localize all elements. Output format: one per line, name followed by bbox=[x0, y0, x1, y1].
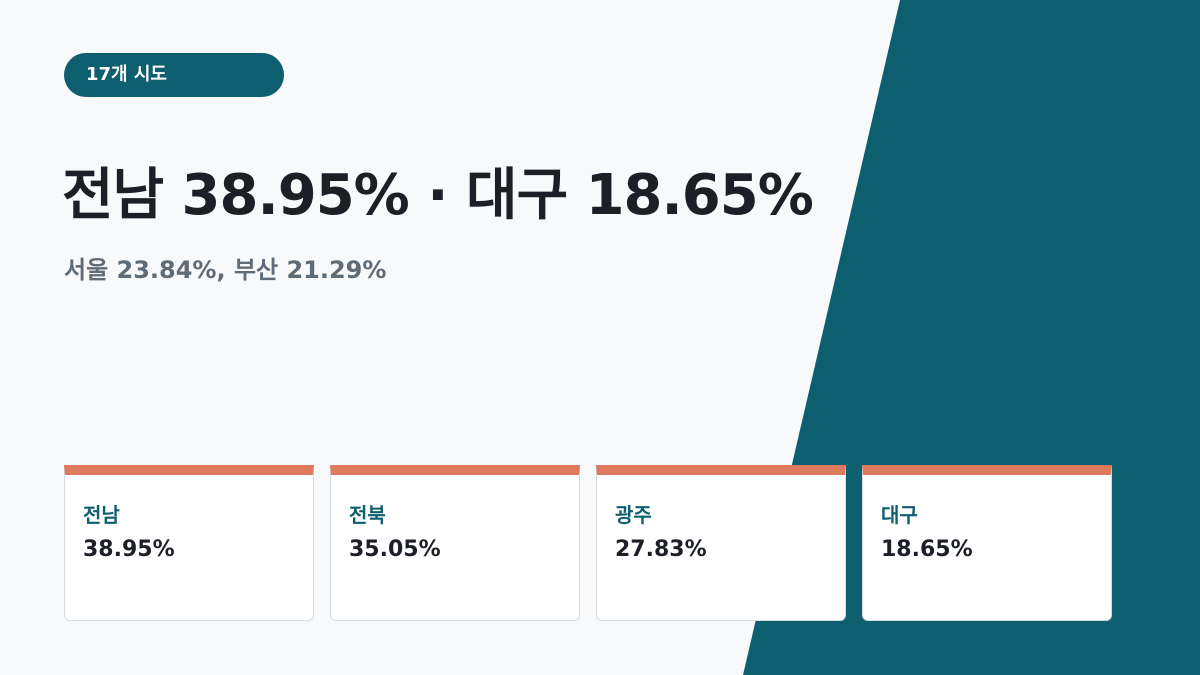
card-value: 35.05% bbox=[349, 537, 441, 562]
card-label: 전북 bbox=[349, 503, 386, 527]
stat-card: 대구 18.65% bbox=[862, 465, 1112, 621]
card-label: 전남 bbox=[83, 503, 120, 527]
card-value: 18.65% bbox=[881, 537, 973, 562]
subheadline: 서울 23.84%, 부산 21.29% bbox=[64, 256, 387, 284]
stat-card: 광주 27.83% bbox=[596, 465, 846, 621]
card-value: 27.83% bbox=[615, 537, 707, 562]
stat-card: 전북 35.05% bbox=[330, 465, 580, 621]
badge: 17개 시도 bbox=[64, 53, 284, 97]
headline: 전남 38.95% · 대구 18.65% bbox=[62, 163, 814, 228]
card-value: 38.95% bbox=[83, 537, 175, 562]
card-label: 대구 bbox=[881, 503, 918, 527]
card-label: 광주 bbox=[615, 503, 652, 527]
stat-card: 전남 38.95% bbox=[64, 465, 314, 621]
